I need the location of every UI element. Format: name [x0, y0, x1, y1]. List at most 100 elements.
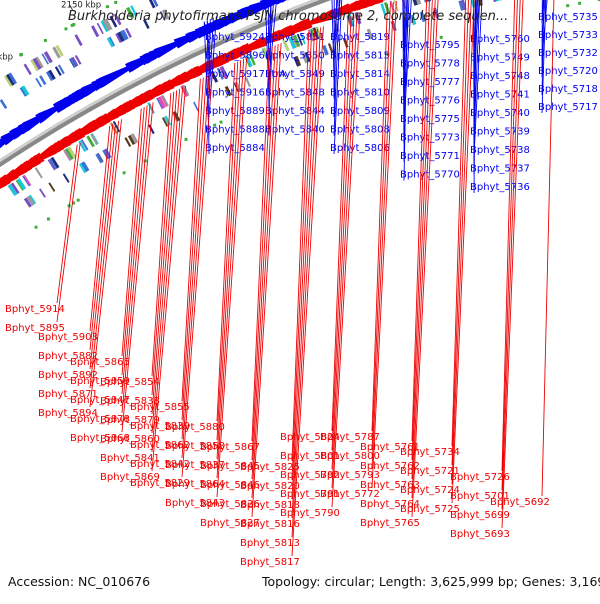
map-title: Burkholderia phytofirmans PsJN chromosom…	[68, 9, 538, 24]
reverse-gene-label: Bphyt_5914	[5, 304, 65, 315]
forward-gene-label: Bphyt_5736	[470, 182, 530, 193]
marker	[44, 39, 47, 42]
marker	[185, 138, 188, 141]
reverse-leader-line	[122, 105, 147, 394]
forward-gene-label: Bphyt_5738	[470, 145, 530, 156]
reverse-gene-label: Bphyt_5813	[240, 538, 300, 549]
reverse-gene-label: Bphyt_5734	[400, 447, 460, 458]
forward-gene-label: Bphyt_5808	[330, 125, 390, 136]
marker	[47, 218, 50, 221]
feature-tick	[92, 26, 98, 37]
reverse-leader-line	[152, 90, 177, 414]
forward-gene-label: Bphyt_5770	[400, 170, 460, 181]
feature-tick	[1, 100, 6, 108]
reverse-gene-label: Bphyt_5865	[70, 357, 130, 368]
marker	[114, 1, 117, 4]
reverse-leader-line	[57, 145, 77, 303]
feature-tick	[36, 78, 41, 87]
scale-tick-label: 2200 kbp	[0, 53, 13, 63]
forward-gene-label: Bphyt_5924	[205, 32, 265, 43]
reverse-leader-line	[152, 89, 180, 433]
marker	[64, 27, 67, 30]
reverse-leader-line	[152, 86, 186, 471]
forward-gene-label: Bphyt_5848	[265, 88, 325, 99]
forward-gene-label: Bphyt_5741	[470, 90, 530, 101]
reverse-gene-label: Bphyt_5867	[200, 442, 260, 453]
forward-gene-label: Bphyt_5739	[470, 127, 530, 138]
forward-gene-label: Bphyt_5888	[205, 125, 265, 136]
forward-gene-label: Bphyt_5809	[330, 106, 390, 117]
forward-gene-label: Bphyt_5777	[400, 77, 460, 88]
reverse-gene-label: Bphyt_5854	[100, 377, 160, 388]
reverse-leader-line	[90, 121, 119, 388]
feature-tick	[76, 35, 82, 46]
reverse-leader-line	[217, 62, 238, 440]
reverse-leader-line	[292, 29, 318, 518]
forward-gene-label: Bphyt_5851	[265, 32, 325, 43]
reverse-gene-label: Bphyt_5726	[450, 472, 510, 483]
forward-gene-label: Bphyt_5806	[330, 143, 390, 154]
marker	[106, 5, 109, 8]
reverse-leader-line	[122, 104, 150, 413]
accession-text: Accession: NC_010676	[8, 574, 150, 589]
marker	[20, 53, 23, 56]
reverse-gene-label: Bphyt_5692	[490, 497, 550, 508]
marker	[578, 2, 581, 5]
marker	[440, 36, 443, 39]
marker	[123, 171, 126, 174]
forward-gene-label: Bphyt_5840	[265, 125, 325, 136]
forward-gene-label: Bphyt_5737	[470, 164, 530, 175]
forward-gene-label: Bphyt_5810	[330, 88, 390, 99]
forward-gene-label: Bphyt_5732	[538, 48, 598, 59]
reverse-leader-line	[452, 0, 469, 465]
feature-tick	[49, 183, 54, 191]
forward-gene-label: Bphyt_5718	[538, 84, 598, 95]
reverse-gene-label: Bphyt_5693	[450, 529, 510, 540]
feature-tick	[40, 189, 45, 197]
reverse-leader-line	[292, 30, 315, 499]
reverse-leader-line	[412, 0, 433, 479]
reverse-gene-label: Bphyt_5903	[38, 332, 98, 343]
reverse-gene-label: Bphyt_5765	[360, 518, 420, 529]
feature-tick	[36, 168, 42, 178]
reverse-leader-line	[182, 77, 203, 420]
reverse-gene-label: Bphyt_5880	[165, 422, 225, 433]
feature-tick	[64, 174, 69, 183]
feature-tick	[493, 0, 495, 2]
reverse-leader-line	[90, 123, 116, 369]
feature-tick	[40, 76, 45, 85]
marker	[566, 4, 569, 7]
feature-tick	[25, 64, 31, 74]
forward-gene-label: Bphyt_5735	[538, 12, 598, 23]
marker	[220, 121, 223, 124]
reverse-leader-line	[182, 76, 206, 439]
forward-gene-label: Bphyt_5740	[470, 108, 530, 119]
marker	[71, 24, 74, 27]
reverse-leader-line	[217, 60, 241, 459]
feature-tick	[97, 154, 102, 163]
forward-gene-label: Bphyt_5717	[538, 102, 598, 113]
reverse-leader-line	[332, 15, 354, 469]
reverse-leader-line	[182, 75, 209, 458]
reverse-gene-label: Bphyt_5855	[130, 402, 190, 413]
forward-gene-label: Bphyt_5733	[538, 30, 598, 41]
reverse-gene-label: Bphyt_5817	[240, 557, 300, 568]
feature-tick	[97, 23, 103, 34]
marker	[77, 199, 80, 202]
forward-gene-label: Bphyt_5819	[330, 32, 390, 43]
feature-tick	[194, 102, 198, 111]
reverse-gene-label: Bphyt_5790	[280, 508, 340, 519]
sequence-summary: Topology: circular; Length: 3,625,999 bp…	[262, 574, 600, 589]
feature-tick	[423, 0, 426, 2]
reverse-leader-line	[122, 107, 144, 375]
forward-gene-label: Bphyt_5720	[538, 66, 598, 77]
reverse-gene-label: Bphyt_5699	[450, 510, 510, 521]
forward-gene-label: Bphyt_5748	[470, 71, 530, 82]
marker	[35, 226, 38, 229]
feature-tick	[413, 0, 417, 5]
reverse-gene-label: Bphyt_5816	[240, 519, 300, 530]
reverse-leader-line	[57, 143, 80, 322]
forward-gene-label: Bphyt_5773	[400, 133, 460, 144]
